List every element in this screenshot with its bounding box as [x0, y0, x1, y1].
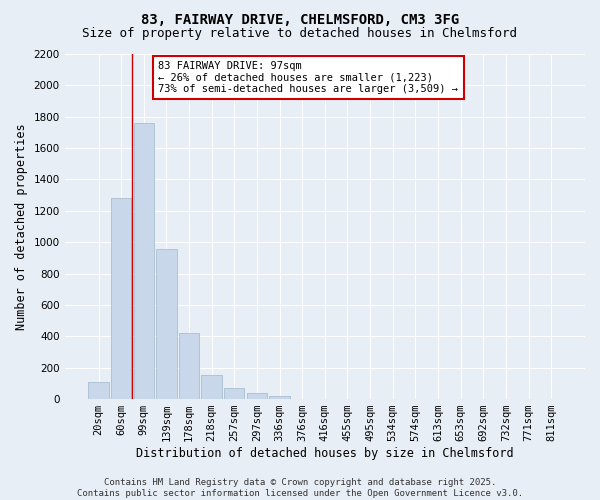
Text: 83, FAIRWAY DRIVE, CHELMSFORD, CM3 3FG: 83, FAIRWAY DRIVE, CHELMSFORD, CM3 3FG — [141, 12, 459, 26]
Text: 83 FAIRWAY DRIVE: 97sqm
← 26% of detached houses are smaller (1,223)
73% of semi: 83 FAIRWAY DRIVE: 97sqm ← 26% of detache… — [158, 61, 458, 94]
Y-axis label: Number of detached properties: Number of detached properties — [15, 123, 28, 330]
Bar — [179, 333, 199, 399]
Bar — [202, 375, 222, 399]
Bar — [224, 388, 244, 399]
Bar — [269, 396, 290, 399]
Text: Size of property relative to detached houses in Chelmsford: Size of property relative to detached ho… — [83, 28, 517, 40]
Bar — [156, 248, 176, 399]
Bar — [88, 382, 109, 399]
X-axis label: Distribution of detached houses by size in Chelmsford: Distribution of detached houses by size … — [136, 447, 514, 460]
Text: Contains HM Land Registry data © Crown copyright and database right 2025.
Contai: Contains HM Land Registry data © Crown c… — [77, 478, 523, 498]
Bar — [111, 198, 131, 399]
Bar — [247, 393, 267, 399]
Bar — [134, 123, 154, 399]
